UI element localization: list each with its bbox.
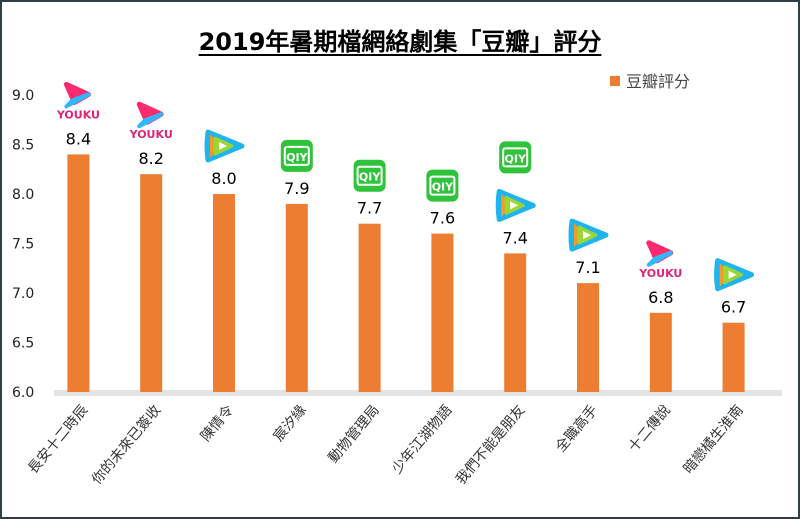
data-label: 7.4	[502, 228, 527, 247]
svg-text:YOUKU: YOUKU	[129, 128, 173, 141]
youku-logo-icon: YOUKU	[129, 101, 173, 141]
data-label: 8.2	[138, 149, 163, 168]
x-tick-label: 你的未來已簽收	[88, 402, 164, 488]
y-tick-label: 7.5	[12, 237, 34, 253]
data-label: 6.7	[721, 298, 746, 317]
x-tick-label: 少年江湖物語	[389, 402, 455, 477]
y-tick-label: 6.0	[12, 385, 34, 401]
bar	[213, 194, 235, 392]
svg-text:QIY: QIY	[432, 181, 454, 194]
x-tick-label: 動物管理局	[325, 402, 382, 466]
bar	[649, 312, 672, 392]
tencent-logo-icon	[495, 188, 536, 222]
bar	[722, 322, 745, 392]
data-label: 7.7	[357, 199, 382, 218]
bar	[358, 223, 381, 392]
y-tick-label: 9.0	[12, 88, 34, 104]
y-tick-label: 8.0	[12, 187, 34, 203]
svg-text:QIY: QIY	[504, 152, 526, 165]
data-label: 7.9	[284, 179, 309, 198]
bar	[577, 283, 599, 392]
x-tick-label: 十二傳說	[625, 402, 674, 456]
x-tick-label: 暗戀橘生淮南	[680, 402, 746, 477]
svg-text:YOUKU: YOUKU	[56, 108, 100, 121]
bar	[67, 154, 90, 392]
tencent-logo-icon	[568, 218, 609, 252]
youku-logo-icon: YOUKU	[56, 81, 100, 121]
data-label: 7.1	[575, 258, 600, 277]
iqiyi-logo-icon: QIY	[499, 141, 532, 174]
iqiyi-logo-icon: QIY	[426, 169, 459, 202]
x-tick-label: 我們不能是朋友	[453, 402, 528, 487]
bar	[140, 174, 163, 392]
y-tick-label: 7.0	[12, 286, 34, 302]
chart-title: 2019年暑期檔網絡劇集「豆瓣」評分	[198, 28, 602, 56]
bar	[504, 253, 527, 392]
tencent-logo-icon	[714, 258, 755, 292]
x-tick-label: 全職高手	[552, 402, 601, 456]
tencent-logo-icon	[204, 129, 245, 163]
youku-logo-icon: YOUKU	[638, 240, 682, 280]
bar	[431, 233, 454, 392]
x-axis-band	[54, 390, 782, 396]
x-tick-label: 宸汐緣	[270, 402, 310, 445]
x-tick-label: 長安十二時辰	[25, 402, 91, 477]
data-label: 7.6	[430, 209, 455, 228]
y-tick-label: 8.5	[12, 138, 34, 154]
x-tick-label: 陳情令	[198, 402, 237, 444]
bar	[285, 203, 308, 392]
iqiyi-logo-icon: QIY	[280, 139, 313, 172]
legend-label: 豆瓣評分	[626, 72, 690, 91]
iqiyi-logo-icon: QIY	[353, 159, 386, 192]
svg-text:QIY: QIY	[359, 171, 381, 184]
svg-text:YOUKU: YOUKU	[638, 267, 682, 280]
legend-swatch	[610, 76, 620, 86]
data-label: 8.0	[211, 169, 236, 188]
data-label: 6.8	[648, 288, 673, 307]
y-tick-label: 6.5	[12, 336, 34, 352]
data-label: 8.4	[66, 129, 91, 148]
svg-text:QIY: QIY	[286, 151, 308, 164]
